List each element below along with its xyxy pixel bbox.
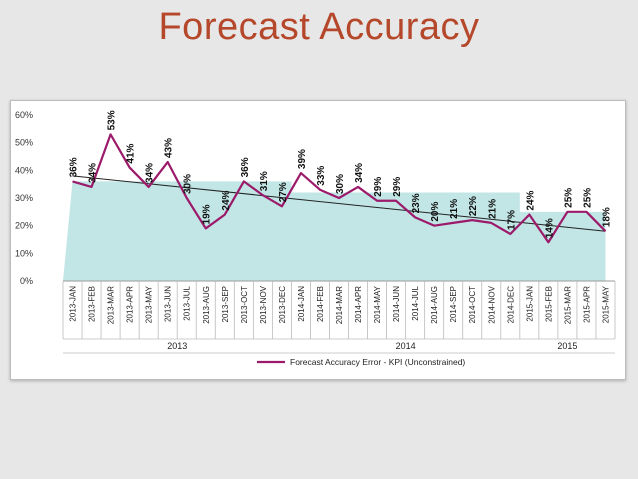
data-label: 24% <box>525 190 536 210</box>
slide-title: Forecast Accuracy <box>158 6 480 48</box>
x-category-label: 2015-MAR <box>563 286 572 324</box>
y-tick-label: 30% <box>15 193 33 203</box>
x-category-label: 2014-OCT <box>468 286 477 323</box>
x-category-label: 2013-OCT <box>240 286 249 323</box>
x-category-label: 2013-AUG <box>202 286 211 324</box>
data-label: 17% <box>506 210 517 230</box>
x-category-label: 2014-SEP <box>449 286 458 322</box>
x-category-label: 2013-SEP <box>221 286 230 322</box>
data-label: 18% <box>601 207 612 227</box>
forecast-accuracy-chart: 0% 10% 20% 30% 40% 50% 60% 2013-JAN 2013-FEB 2013… <box>15 110 616 367</box>
x-category-label: 2014-DEC <box>506 286 515 324</box>
x-category-label: 2014-JAN <box>297 286 306 322</box>
data-label: 23% <box>411 193 422 213</box>
x-category-label: 2014-APR <box>354 286 363 323</box>
chart-frame: 0% 10% 20% 30% 40% 50% 60% 2013-JAN 2013-FEB 2013… <box>10 100 626 380</box>
data-label: 33% <box>316 166 327 186</box>
data-label: 29% <box>373 177 384 197</box>
x-category-label: 2013-MAY <box>145 285 154 323</box>
x-category-label: 2013-FEB <box>88 286 97 322</box>
y-tick-label: 50% <box>15 138 33 148</box>
data-label: 41% <box>126 143 137 163</box>
data-label: 25% <box>563 188 574 208</box>
data-label: 39% <box>297 149 308 169</box>
x-category-label: 2013-NOV <box>259 285 268 323</box>
data-label: 21% <box>487 199 498 219</box>
year-group-label: 2013 <box>167 341 187 351</box>
data-label: 27% <box>278 182 289 202</box>
legend-label: Forecast Accuracy Error - KPI (Unconstra… <box>290 357 465 367</box>
x-category-label: 2015-JAN <box>525 286 534 322</box>
y-tick-label: 40% <box>15 165 33 175</box>
data-label: 31% <box>259 171 270 191</box>
y-tick-label: 0% <box>20 276 33 286</box>
year-group-label: 2014 <box>396 341 416 351</box>
year-group-label: 2015 <box>557 341 577 351</box>
data-label: 34% <box>88 163 99 183</box>
data-label: 25% <box>582 188 593 208</box>
data-label: 19% <box>202 204 213 224</box>
x-category-label: 2013-JUL <box>183 285 192 320</box>
x-category-label: 2013-JAN <box>69 286 78 322</box>
x-category-label: 2014-NOV <box>487 285 496 323</box>
data-label: 36% <box>240 157 251 177</box>
data-label: 20% <box>430 202 441 222</box>
x-category-label: 2013-DEC <box>278 286 287 324</box>
trendline <box>72 175 606 232</box>
x-category-label: 2015-MAY <box>601 285 610 323</box>
data-label: 14% <box>544 218 555 238</box>
x-category-label: 2014-AUG <box>430 286 439 324</box>
data-label: 21% <box>449 199 460 219</box>
data-label: 30% <box>335 174 346 194</box>
data-label: 24% <box>221 190 232 210</box>
y-tick-label: 10% <box>15 248 33 258</box>
x-category-label: 2014-JUL <box>411 285 420 320</box>
y-tick-label: 20% <box>15 221 33 231</box>
x-category-label: 2015-APR <box>582 286 591 323</box>
x-category-label: 2014-JUN <box>392 286 401 322</box>
data-label: 43% <box>164 138 175 158</box>
data-label: 30% <box>183 174 194 194</box>
x-category-label: 2013-MAR <box>107 286 116 324</box>
y-tick-label: 60% <box>15 110 33 120</box>
data-label: 36% <box>69 157 80 177</box>
x-category-label: 2014-MAY <box>373 285 382 323</box>
data-label: 34% <box>145 163 156 183</box>
data-label: 53% <box>107 110 118 130</box>
data-label: 34% <box>354 163 365 183</box>
data-label: 22% <box>468 196 479 216</box>
series-line <box>72 133 607 244</box>
x-category-label: 2014-FEB <box>316 286 325 322</box>
shaded-band-area <box>63 181 606 281</box>
x-category-label: 2015-FEB <box>544 286 553 322</box>
x-category-label: 2013-JUN <box>164 286 173 322</box>
x-category-label: 2014-MAR <box>335 286 344 324</box>
data-label: 29% <box>392 177 403 197</box>
x-category-label: 2013-APR <box>126 286 135 323</box>
